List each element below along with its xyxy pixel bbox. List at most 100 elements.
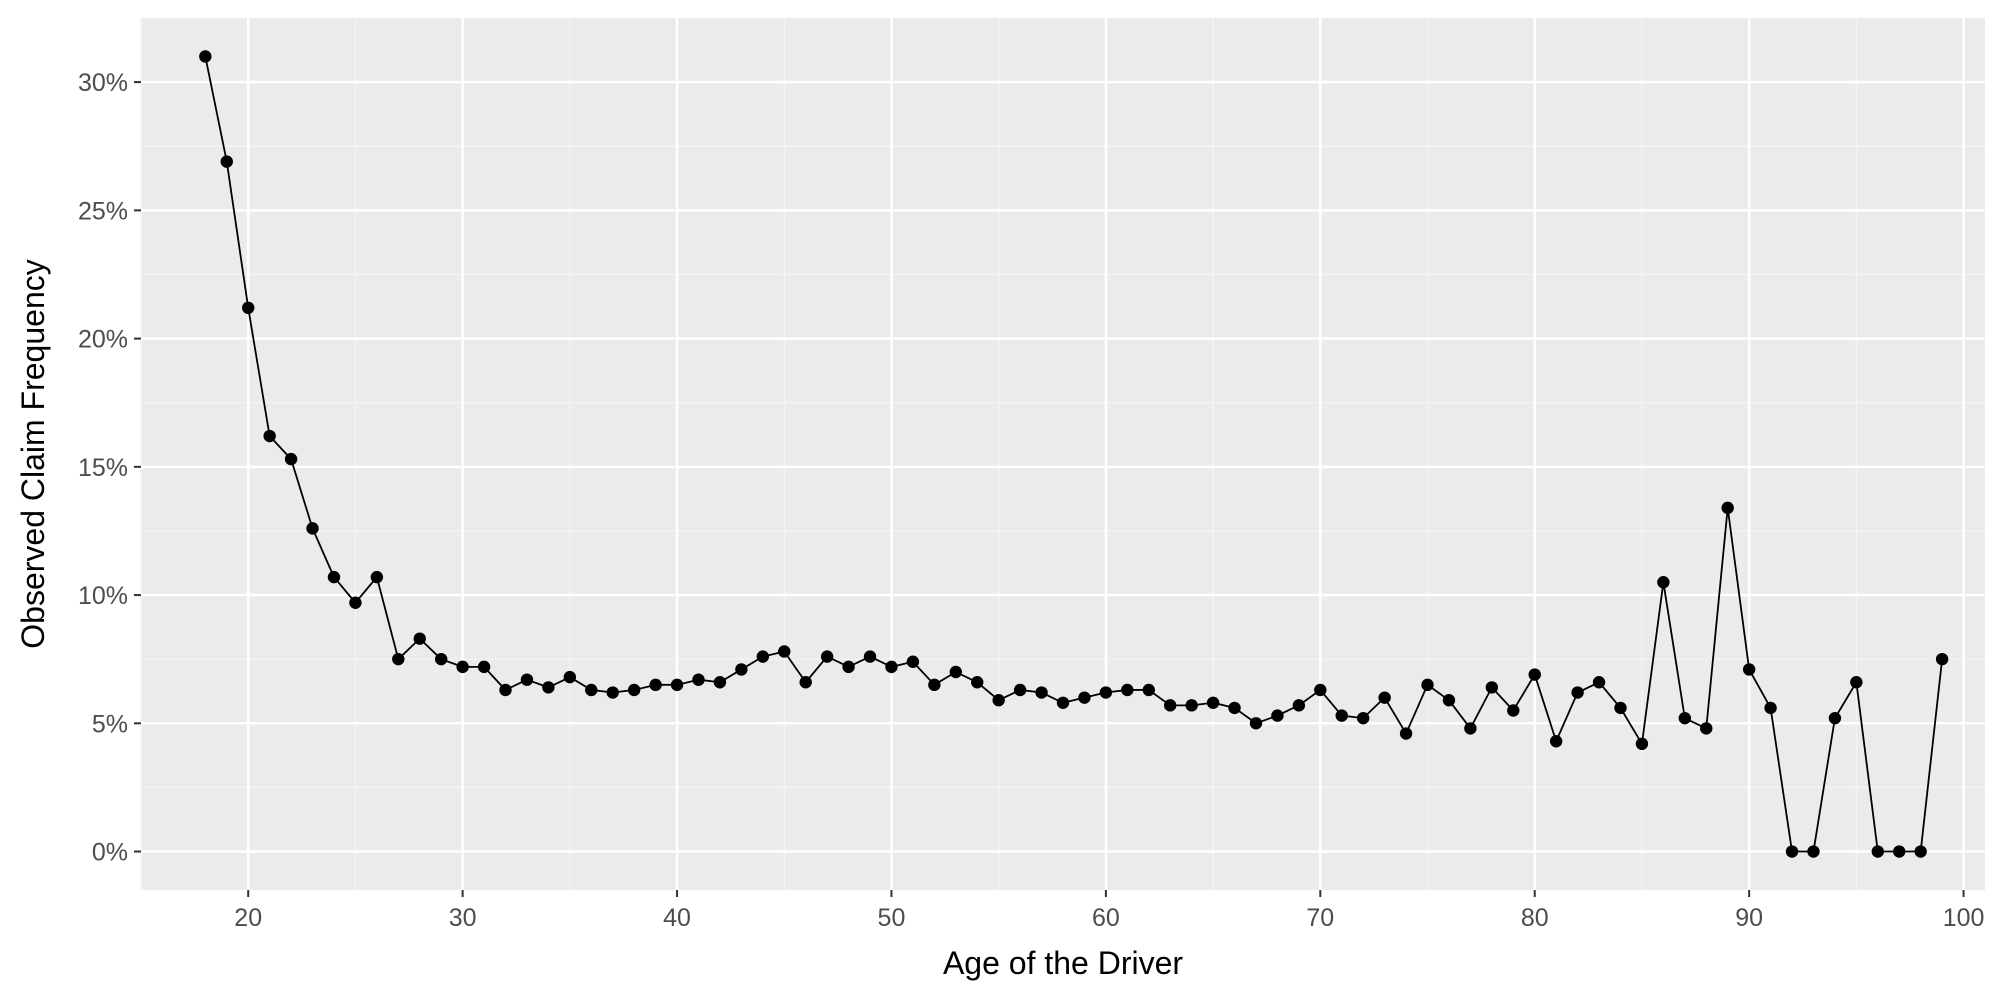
x-tick-label: 70 (1306, 904, 1334, 932)
data-point (778, 645, 791, 658)
data-point (1893, 845, 1906, 858)
x-axis-title: Age of the Driver (943, 945, 1183, 981)
data-point (499, 683, 512, 697)
y-tick-label: 0% (92, 839, 128, 867)
data-point (606, 686, 619, 699)
data-point (349, 596, 362, 609)
y-tick-label: 20% (78, 326, 128, 354)
data-point (284, 452, 298, 466)
data-point (735, 663, 748, 676)
x-tick-label: 90 (1735, 904, 1763, 932)
data-point (585, 683, 598, 697)
data-point (992, 694, 1005, 707)
data-point (1914, 845, 1927, 858)
data-point (1764, 701, 1777, 715)
data-point (1442, 694, 1456, 707)
data-point (392, 652, 405, 666)
data-point (1528, 668, 1541, 681)
grid-minor (140, 18, 1985, 890)
x-tick-label: 40 (663, 904, 691, 932)
data-point (434, 652, 448, 666)
y-tick-label: 25% (78, 197, 128, 225)
data-point (1249, 717, 1263, 730)
grid-major (141, 18, 1985, 890)
data-point (820, 650, 834, 663)
data-point (1507, 704, 1520, 717)
panel-background (141, 18, 1985, 890)
data-point (327, 570, 341, 584)
x-axis: 20 30 40 50 60 70 80 90 100 (234, 890, 1984, 932)
data-point (306, 522, 319, 535)
data-point (1314, 683, 1327, 697)
x-tick-label: 50 (878, 904, 906, 932)
data-point (863, 650, 877, 663)
data-point (1935, 652, 1949, 666)
data-point (928, 678, 941, 692)
data-point (413, 632, 426, 645)
data-point (1356, 711, 1370, 725)
data-point (649, 678, 662, 692)
data-point (1614, 701, 1627, 715)
x-tick-label: 80 (1521, 904, 1549, 932)
x-tick-label: 30 (449, 904, 477, 932)
data-point (1292, 699, 1306, 712)
data-point (627, 683, 641, 697)
data-point (542, 681, 555, 694)
data-point (842, 660, 855, 674)
data-point (906, 655, 920, 668)
data-point (1678, 711, 1692, 725)
data-point (1228, 701, 1241, 715)
data-point (949, 665, 962, 679)
data-point (1013, 683, 1027, 697)
data-point (1206, 696, 1220, 709)
series-line (204, 56, 1944, 853)
data-point (1078, 691, 1091, 704)
data-point (971, 676, 984, 689)
y-tick-label: 5% (92, 710, 128, 738)
data-point (1185, 699, 1198, 712)
y-tick-label: 15% (78, 454, 128, 482)
data-point (713, 676, 727, 689)
x-tick-label: 100 (1943, 904, 1985, 932)
data-point (1271, 709, 1284, 722)
data-point (1850, 676, 1863, 689)
data-point (1335, 709, 1348, 722)
y-axis-title: Observed Claim Frequency (15, 259, 51, 648)
data-point (1056, 696, 1070, 709)
data-point (756, 650, 770, 663)
data-point (199, 50, 212, 63)
data-point (1035, 686, 1048, 699)
x-tick-label: 60 (1092, 904, 1120, 932)
data-point (1721, 501, 1734, 515)
data-point (692, 673, 705, 686)
x-tick-label: 20 (234, 904, 262, 932)
data-point (1549, 735, 1563, 748)
series-points (199, 50, 1949, 858)
data-point (885, 660, 898, 674)
data-point (1571, 686, 1584, 699)
data-point (1421, 678, 1434, 692)
data-point (1121, 683, 1134, 697)
data-point (563, 670, 577, 684)
data-point (1592, 676, 1606, 689)
y-tick-label: 30% (78, 69, 128, 97)
y-tick-label: 10% (78, 582, 128, 610)
data-point (1828, 711, 1842, 725)
data-point (1657, 576, 1670, 589)
data-point (1785, 845, 1799, 858)
data-point (1807, 845, 1820, 858)
data-point (1378, 691, 1391, 704)
data-point (1099, 686, 1113, 699)
data-point (1399, 727, 1413, 740)
data-point (799, 676, 812, 689)
data-point (1142, 683, 1155, 697)
data-point (1700, 722, 1713, 735)
data-point (1464, 722, 1477, 735)
data-point (1164, 699, 1177, 712)
data-point (242, 301, 255, 315)
data-point (456, 660, 469, 674)
data-point (1635, 737, 1649, 751)
data-point (520, 673, 534, 686)
data-point (370, 570, 384, 584)
